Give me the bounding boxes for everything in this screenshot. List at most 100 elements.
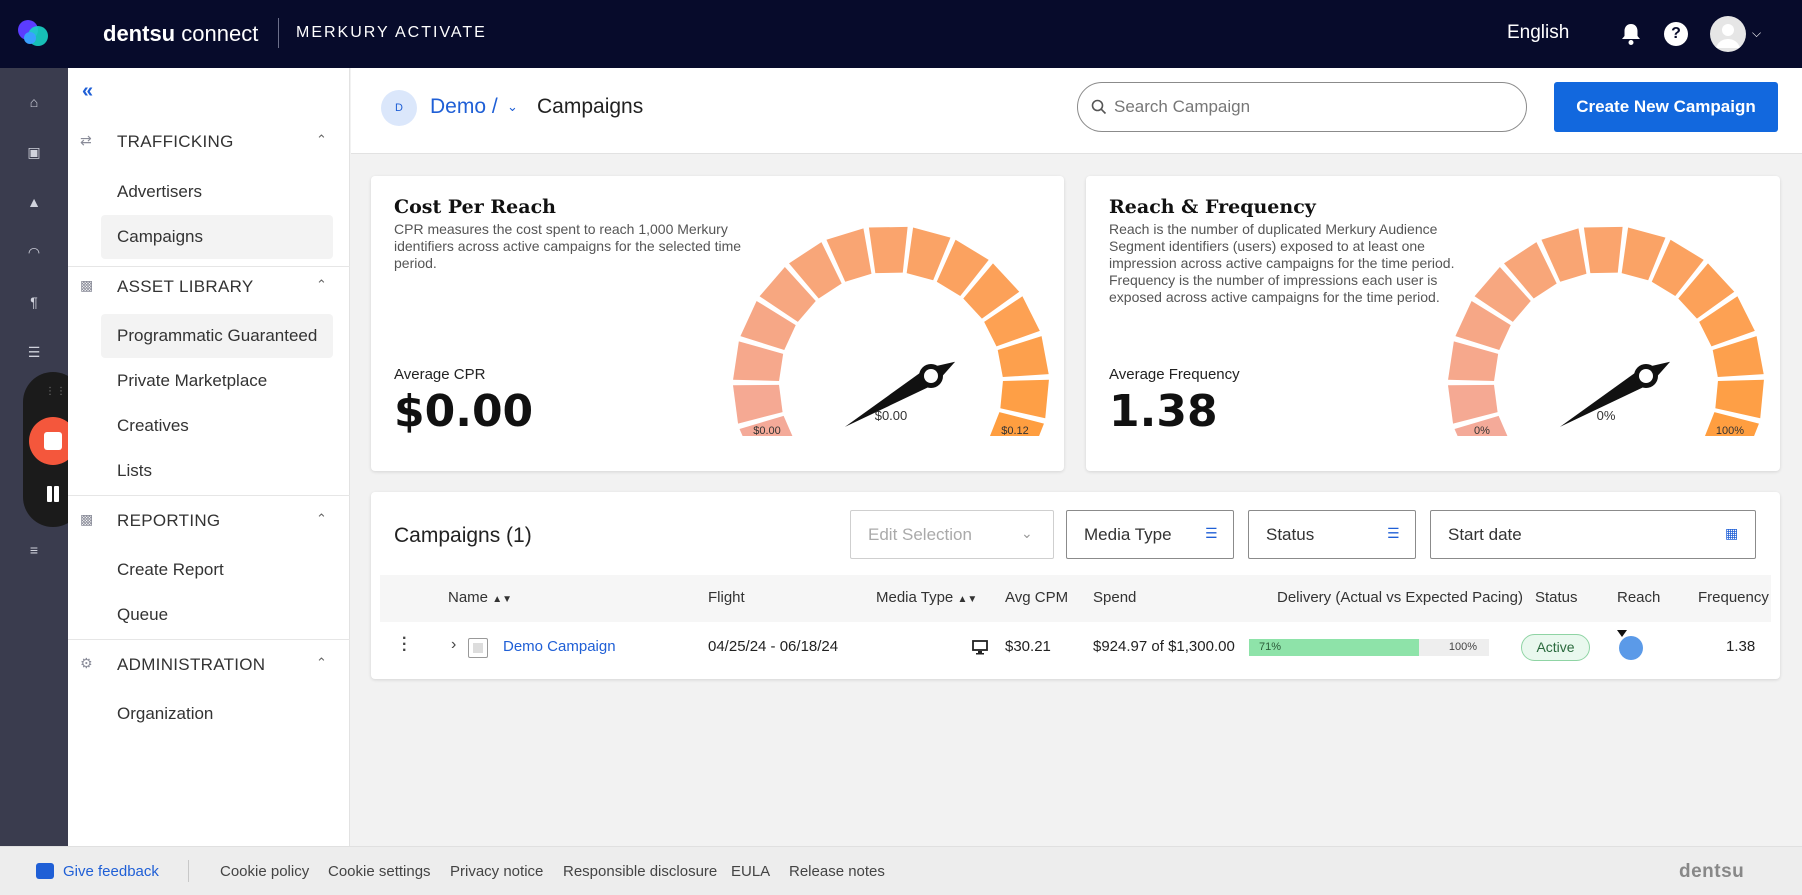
breadcrumb-org[interactable]: Demo / [430, 95, 498, 118]
chevron-down-icon: ⌄ [1021, 525, 1033, 541]
graduation-cap-icon[interactable]: ▲ [27, 194, 41, 210]
brand-logo: dentsu connect [103, 21, 259, 46]
home-icon[interactable]: ⌂ [29, 94, 39, 110]
gauge-segment [826, 228, 872, 282]
product-name: MERKURY ACTIVATE [296, 24, 487, 41]
sort-icon: ▲▼ [492, 594, 512, 605]
privacy-notice-link[interactable]: Privacy notice [450, 863, 544, 880]
sliders-icon: ☰ [1387, 525, 1400, 541]
reach-indicator[interactable] [1619, 636, 1643, 660]
top-bar: dentsu connect MERKURY ACTIVATE English … [0, 0, 1802, 68]
nav-item-organization[interactable]: Organization [117, 704, 214, 723]
row-actions-icon[interactable]: · · · [402, 630, 408, 659]
column-delivery: Delivery (Actual vs Expected Pacing) [1277, 589, 1523, 606]
language-selector[interactable]: English [1507, 22, 1570, 43]
campaign-avg-cpm: $30.21 [1005, 638, 1051, 655]
release-notes-link[interactable]: Release notes [789, 863, 885, 880]
search-box[interactable] [1077, 82, 1527, 132]
nav-item-advertisers[interactable]: Advertisers [117, 182, 203, 201]
gauge-segment [740, 300, 796, 351]
gauge-segment [1712, 336, 1764, 378]
chart-icon[interactable]: ◠ [27, 244, 41, 260]
trafficking-icon: ⇄ [80, 132, 92, 148]
feedback-icon[interactable] [36, 863, 54, 879]
column-flight: Flight [708, 589, 745, 606]
gauge-segment [789, 242, 842, 299]
nav-item-campaigns[interactable]: Campaigns [101, 215, 333, 259]
nav-item-programmatic-guaranteed[interactable]: Programmatic Guaranteed [101, 314, 333, 358]
bell-icon[interactable] [1620, 22, 1642, 46]
create-new-campaign-button[interactable]: Create New Campaign [1554, 82, 1778, 132]
responsible-disclosure-link[interactable]: Responsible disclosure [563, 863, 718, 880]
media-type-filter[interactable]: Media Type ☰ [1066, 510, 1234, 559]
nav-item-create-report[interactable]: Create Report [117, 560, 224, 579]
card-title: Cost Per Reach [394, 196, 556, 218]
collapse-sidebar-icon[interactable]: « [82, 80, 94, 102]
edit-selection-dropdown[interactable]: Edit Selection ⌄ [850, 510, 1054, 559]
briefcase-icon: ▩ [80, 277, 94, 293]
nav-item-lists[interactable]: Lists [117, 461, 152, 480]
gauge-segment [906, 227, 951, 281]
page-header: D Demo / ⌄ Campaigns Create New Campaign [351, 68, 1802, 154]
cookie-policy-link[interactable]: Cookie policy [220, 863, 310, 880]
card-title: Reach & Frequency [1109, 196, 1316, 218]
gauge-segments [1448, 226, 1764, 436]
nav-section-asset-library[interactable]: ▩ ASSET LIBRARY ⌃ [80, 277, 327, 296]
drag-handle-icon[interactable]: ⋮⋮⋮ [45, 386, 78, 397]
search-input[interactable] [1114, 95, 1514, 119]
chevron-down-icon[interactable]: ⌵ [1752, 26, 1762, 40]
gauge-segment [868, 226, 908, 274]
chevron-up-icon[interactable]: ⌃ [316, 277, 327, 292]
column-media-type[interactable]: Media Type ▲▼ [876, 589, 978, 606]
avatar[interactable] [1710, 16, 1746, 52]
give-feedback-link[interactable]: Give feedback [63, 863, 159, 880]
cost-per-reach-card: Cost Per Reach CPR measures the cost spe… [371, 176, 1064, 471]
gauge-segment [936, 239, 989, 296]
gauge-segment [733, 341, 784, 381]
gauge-segment [1504, 242, 1557, 299]
reach-frequency-card: Reach & Frequency Reach is the number of… [1086, 176, 1780, 471]
status-badge: Active [1521, 634, 1590, 661]
main-content: D Demo / ⌄ Campaigns Create New Campaign… [351, 68, 1802, 846]
paragraph-icon[interactable]: ¶ [30, 294, 38, 310]
desktop-icon [972, 640, 988, 655]
nav-section-trafficking[interactable]: ⇄ TRAFFICKING ⌃ [80, 132, 327, 151]
nav-divider [68, 639, 350, 640]
chevron-up-icon[interactable]: ⌃ [316, 132, 327, 147]
metric-label: Average Frequency [1109, 366, 1240, 383]
gauge-segment [1704, 412, 1759, 436]
nav-item-private-marketplace[interactable]: Private Marketplace [117, 371, 268, 390]
nav-divider [68, 495, 350, 496]
calendar-icon[interactable]: ▣ [27, 144, 41, 160]
gauge-segment [1715, 379, 1764, 419]
gauge-min: 0% [1474, 425, 1490, 436]
layers-icon[interactable]: ☰ [27, 344, 41, 360]
gauge-segment [1448, 384, 1498, 424]
status-filter[interactable]: Status ☰ [1248, 510, 1416, 559]
gauge-segment [739, 415, 793, 436]
campaign-spend: $924.97 of $1,300.00 [1093, 638, 1235, 655]
table-row: · · · › Demo Campaign 04/25/24 - 06/18/24 … [380, 622, 1771, 672]
campaign-name-link[interactable]: Demo Campaign [503, 638, 616, 655]
nav-item-creatives[interactable]: Creatives [117, 416, 189, 435]
nav-section-reporting[interactable]: ▩ REPORTING ⌃ [80, 511, 327, 530]
cookie-settings-link[interactable]: Cookie settings [328, 863, 431, 880]
eula-link[interactable]: EULA [731, 863, 771, 880]
row-checkbox[interactable] [468, 638, 488, 658]
reporting-chart-icon: ▩ [80, 511, 94, 527]
reach-gauge: 0% 0% 100% [1448, 226, 1764, 436]
column-name[interactable]: Name ▲▼ [448, 589, 512, 606]
footer-brand-logo: dentsu [1679, 861, 1745, 882]
chevron-up-icon[interactable]: ⌃ [316, 511, 327, 526]
pause-icon[interactable] [45, 486, 61, 502]
nav-item-queue[interactable]: Queue [117, 605, 169, 624]
nav-section-administration[interactable]: ⚙ ADMINISTRATION ⌃ [80, 655, 327, 674]
help-icon[interactable]: ? [1664, 22, 1688, 46]
filter-icon[interactable]: ≡ [29, 542, 39, 558]
expand-row-icon[interactable]: › [451, 636, 457, 653]
gauge-segment [989, 412, 1044, 436]
start-date-picker[interactable]: Start date ▦ [1430, 510, 1756, 559]
chevron-up-icon[interactable]: ⌃ [316, 655, 327, 670]
app-logo-icon[interactable] [16, 18, 52, 50]
chevron-down-icon[interactable]: ⌄ [507, 99, 518, 114]
